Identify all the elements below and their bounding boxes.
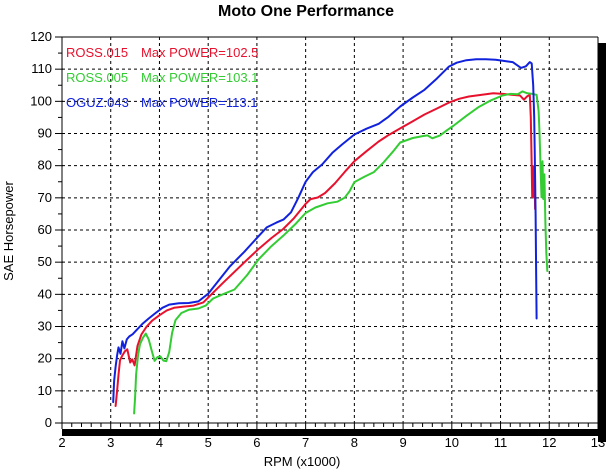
x-tick-label: 12 bbox=[542, 435, 556, 450]
legend-row-ross-005: ROSS.005 Max POWER=103.1 bbox=[66, 70, 258, 85]
curve-ross-005 bbox=[133, 90, 549, 415]
y-tick-label: 40 bbox=[38, 286, 52, 301]
legend-max-power: Max POWER=103.1 bbox=[141, 70, 258, 85]
legend-row-oguz-043: OGUZ.043 Max POWER=113.1 bbox=[66, 95, 257, 110]
x-tick-label: 13 bbox=[591, 435, 605, 450]
curve-ross-015 bbox=[114, 92, 537, 407]
curve-oguz-043 bbox=[112, 58, 538, 404]
chart-title: Moto One Performance bbox=[218, 3, 394, 20]
x-tick-label: 10 bbox=[445, 435, 459, 450]
y-tick-label: 120 bbox=[30, 29, 52, 44]
x-axis-label: RPM (x1000) bbox=[264, 454, 341, 469]
y-tick-label: 80 bbox=[38, 158, 52, 173]
x-tick-label: 7 bbox=[302, 435, 309, 450]
x-tick-label: 8 bbox=[351, 435, 358, 450]
x-tick-label: 4 bbox=[156, 435, 163, 450]
y-tick-label: 30 bbox=[38, 319, 52, 334]
y-tick-label: 0 bbox=[45, 415, 52, 430]
legend-max-power: Max POWER=113.1 bbox=[141, 95, 257, 110]
x-tick-label: 11 bbox=[494, 435, 508, 450]
x-tick-label: 6 bbox=[253, 435, 260, 450]
legend-series-name: ROSS.015 bbox=[66, 45, 128, 60]
legend: ROSS.015 Max POWER=102.5 ROSS.005 Max PO… bbox=[66, 45, 258, 110]
y-tick-label: 50 bbox=[38, 254, 52, 269]
right-axis-bar bbox=[598, 43, 606, 442]
y-tick-label: 110 bbox=[31, 61, 52, 76]
legend-series-name: ROSS.005 bbox=[66, 70, 128, 85]
chart-plot-area: 2 3 4 5 6 7 8 9 10 11 12 13 0 10 20 30 40 50 60 70 80 90 100 11… bbox=[30, 29, 606, 450]
y-axis-label: SAE Horsepower bbox=[1, 180, 16, 280]
y-tick-label: 60 bbox=[38, 222, 52, 237]
y-tick-label: 10 bbox=[38, 383, 52, 398]
y-tick-label: 90 bbox=[38, 126, 52, 141]
y-tick-label: 100 bbox=[30, 93, 52, 108]
x-tick-label: 9 bbox=[399, 435, 406, 450]
legend-row-ross-015: ROSS.015 Max POWER=102.5 bbox=[66, 45, 258, 60]
x-tick-label: 5 bbox=[205, 435, 212, 450]
x-tick-label: 3 bbox=[107, 435, 114, 450]
y-tick-label: 70 bbox=[38, 190, 52, 205]
legend-series-name: OGUZ.043 bbox=[66, 95, 129, 110]
x-axis-bar bbox=[62, 429, 606, 436]
legend-max-power: Max POWER=102.5 bbox=[141, 45, 258, 60]
y-tick-label: 20 bbox=[38, 351, 52, 366]
x-tick-label: 2 bbox=[58, 435, 65, 450]
